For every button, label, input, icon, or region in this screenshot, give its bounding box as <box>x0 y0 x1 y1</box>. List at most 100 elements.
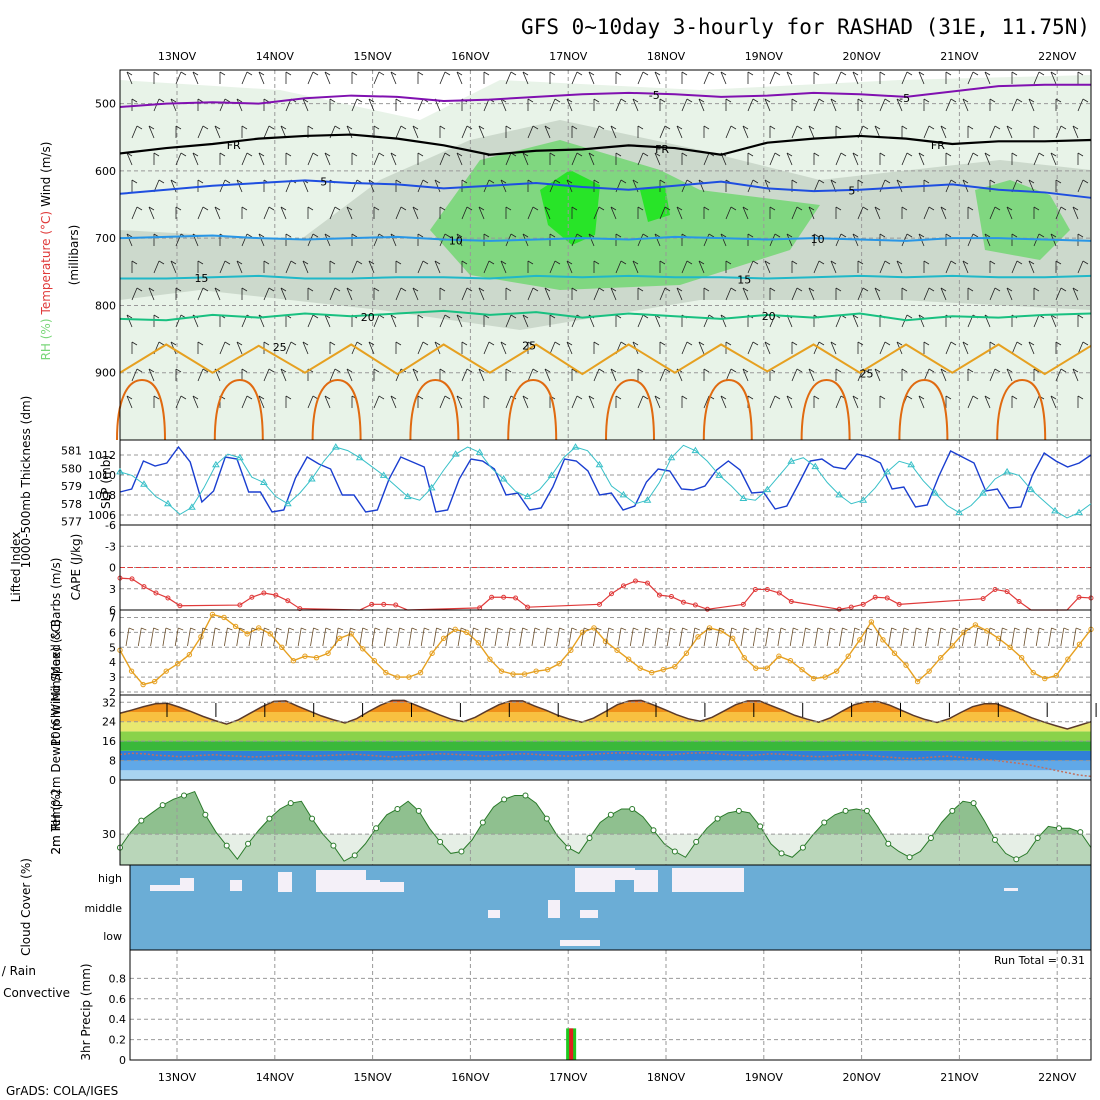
wind-barb <box>478 206 485 211</box>
wind-barb <box>307 71 314 85</box>
wind-speed-point <box>186 652 193 658</box>
wind-barb <box>972 152 979 157</box>
wind-barb <box>967 395 974 409</box>
wind-barb <box>984 395 991 400</box>
wind-barb <box>857 179 864 184</box>
wind-barb <box>664 206 671 211</box>
wind-speed-point <box>429 650 435 656</box>
wind-barb <box>162 627 167 647</box>
wind-barb <box>879 98 886 112</box>
wind-barb <box>214 287 221 301</box>
wind-speed-tick: 6 <box>109 626 116 639</box>
wind-barb <box>972 395 979 400</box>
wind-barb <box>879 260 886 274</box>
wind-barb <box>994 125 1001 130</box>
wind-speed-point <box>302 653 308 659</box>
wind-barb <box>126 314 133 319</box>
wind-barb <box>874 206 881 211</box>
wind-barb <box>817 627 823 631</box>
wind-barb <box>197 179 204 184</box>
wind-barb <box>522 71 529 76</box>
wind-barb <box>390 152 397 166</box>
wind-barb <box>500 341 507 355</box>
wind-speed-point <box>579 629 586 636</box>
wind-barb <box>879 627 885 631</box>
wind-barb <box>906 233 913 238</box>
wind-speed-point <box>695 634 701 640</box>
wind-barb <box>937 627 942 647</box>
wind-barb <box>583 627 590 631</box>
lifted-index-point <box>980 596 986 602</box>
wind-barb <box>399 627 405 631</box>
wind-barb <box>796 125 803 130</box>
wind-barb <box>383 627 388 647</box>
wind-barb <box>866 627 873 631</box>
wind-barb <box>852 314 859 319</box>
wind-barb <box>461 287 468 301</box>
wind-speed-point <box>787 658 794 664</box>
wind-barb <box>984 152 991 157</box>
temperature-contour-30 <box>898 378 949 441</box>
wind-barb <box>285 98 292 112</box>
wind-barb <box>984 395 991 409</box>
wind-barb <box>637 71 644 85</box>
thickness-point <box>307 474 316 482</box>
wind-barb <box>923 260 930 265</box>
wind-barb <box>313 627 319 631</box>
wind-barb <box>153 260 160 274</box>
wind-barb <box>549 179 556 193</box>
thickness-tick: 577 <box>61 515 82 528</box>
wind-barb <box>768 627 774 631</box>
cloud-gap <box>1004 888 1018 891</box>
wind-barb <box>852 395 859 409</box>
lifted-index-point <box>752 586 758 592</box>
wind-barb <box>456 71 463 76</box>
wind-speed-point <box>729 635 736 642</box>
wind-barb <box>224 179 231 184</box>
wind-barb <box>879 233 886 238</box>
wind-barb <box>659 179 666 184</box>
temperature-contour <box>119 234 1092 242</box>
wind-barb <box>1038 233 1045 238</box>
rh-shade-4 <box>540 170 600 245</box>
wind-barb <box>412 287 419 301</box>
wind-barb <box>153 395 160 400</box>
wind-barb <box>769 395 776 409</box>
wind-barb <box>1028 179 1035 184</box>
wind-barb <box>851 627 856 647</box>
wind-barb <box>362 627 368 631</box>
wind-speed-point <box>822 674 828 680</box>
wind-barb <box>505 314 512 328</box>
wind-speed-point <box>498 668 505 674</box>
wind-barb <box>945 71 952 76</box>
wind-barb <box>125 627 130 647</box>
wind-barb <box>720 395 727 409</box>
temperature-tick: 32 <box>102 696 116 709</box>
contour-label: 20 <box>762 310 776 323</box>
wind-barb <box>461 179 468 184</box>
thickness-point <box>116 467 124 475</box>
wind-barb <box>852 233 859 238</box>
wind-barb <box>769 152 776 166</box>
wind-barb <box>1011 395 1018 400</box>
rh2m-point <box>757 823 764 830</box>
wind-barb <box>752 98 759 103</box>
temperature-tick: 8 <box>109 755 116 768</box>
wind-barb <box>1028 98 1035 103</box>
wind-barb <box>219 98 226 112</box>
wind-barb <box>791 287 798 301</box>
wind-barb <box>175 314 182 328</box>
wind-barb <box>918 395 925 400</box>
wind-barb <box>424 627 430 631</box>
wind-barb <box>241 395 248 409</box>
wind-barb <box>906 71 913 76</box>
wind-barb <box>307 395 314 409</box>
wind-barb <box>769 206 776 211</box>
wind-barb <box>373 71 380 85</box>
wind-barb <box>774 233 781 238</box>
wind-barb <box>896 260 903 274</box>
rh2m-point <box>223 842 230 849</box>
wind-barb <box>813 98 820 112</box>
lifted-index-point <box>165 595 171 601</box>
wind-barb <box>989 179 996 184</box>
